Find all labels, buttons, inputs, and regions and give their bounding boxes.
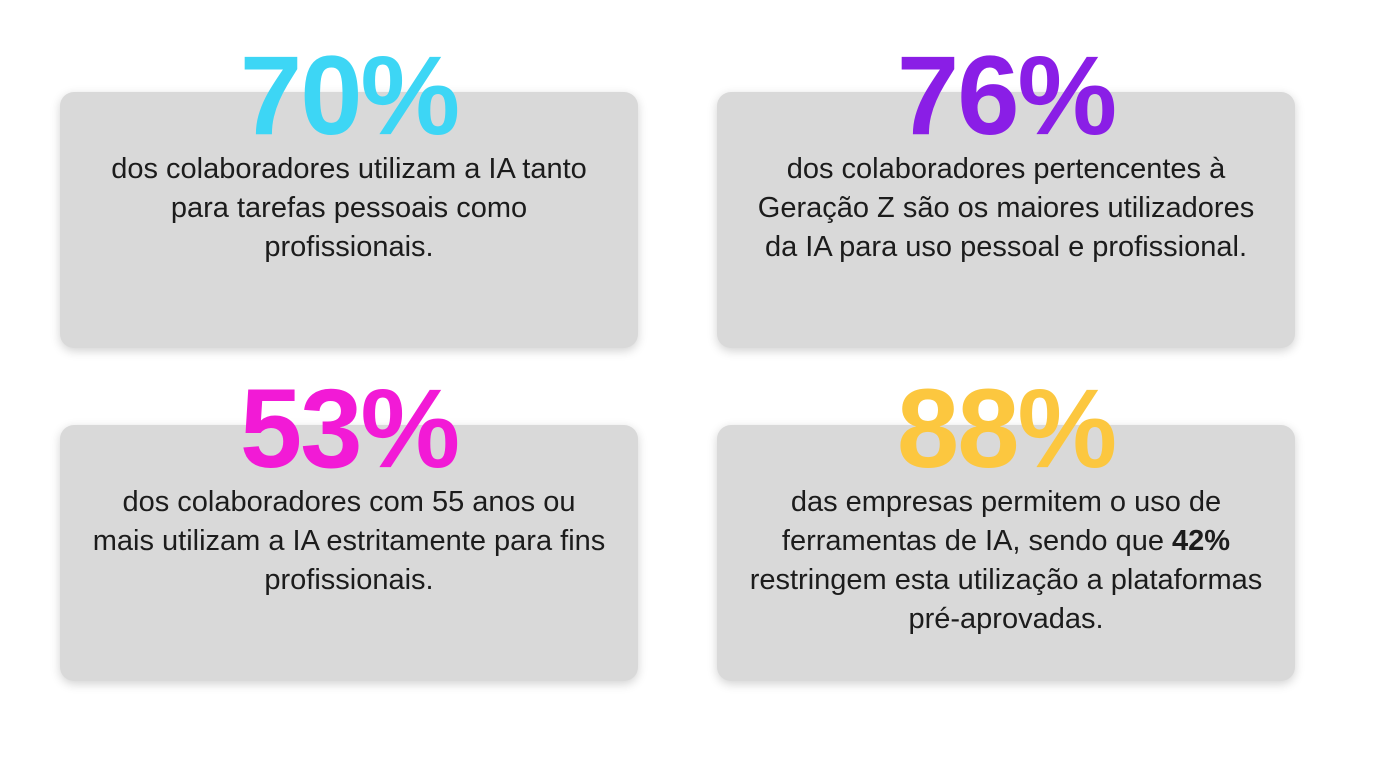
stat-card-53: 53% dos colaboradores com 55 anos ou mai…: [60, 373, 638, 681]
stat-card-88: 88% das empresas permitem o uso de ferra…: [717, 373, 1295, 681]
stat-value: 88%: [896, 366, 1117, 491]
stat-value: 70%: [239, 33, 460, 158]
stat-card-70: 70% dos colaboradores utilizam a IA tant…: [60, 40, 638, 348]
stat-value: 76%: [896, 33, 1117, 158]
stat-description-highlight: 42%: [1172, 525, 1231, 557]
stat-value: 53%: [239, 366, 460, 491]
stat-description-end: restringem esta utilização a plataformas…: [749, 564, 1263, 635]
stat-description: dos colaboradores pertencentes à Geração…: [757, 153, 1255, 263]
stat-description-start: das empresas permitem o uso de ferrament…: [781, 486, 1222, 557]
stat-description: das empresas permitem o uso de ferrament…: [747, 483, 1265, 639]
stat-card-76: 76% dos colaboradores pertencentes à Ger…: [717, 40, 1295, 348]
stat-description: dos colaboradores utilizam a IA tanto pa…: [111, 153, 587, 263]
stat-description: dos colaboradores com 55 anos ou mais ut…: [92, 486, 606, 596]
